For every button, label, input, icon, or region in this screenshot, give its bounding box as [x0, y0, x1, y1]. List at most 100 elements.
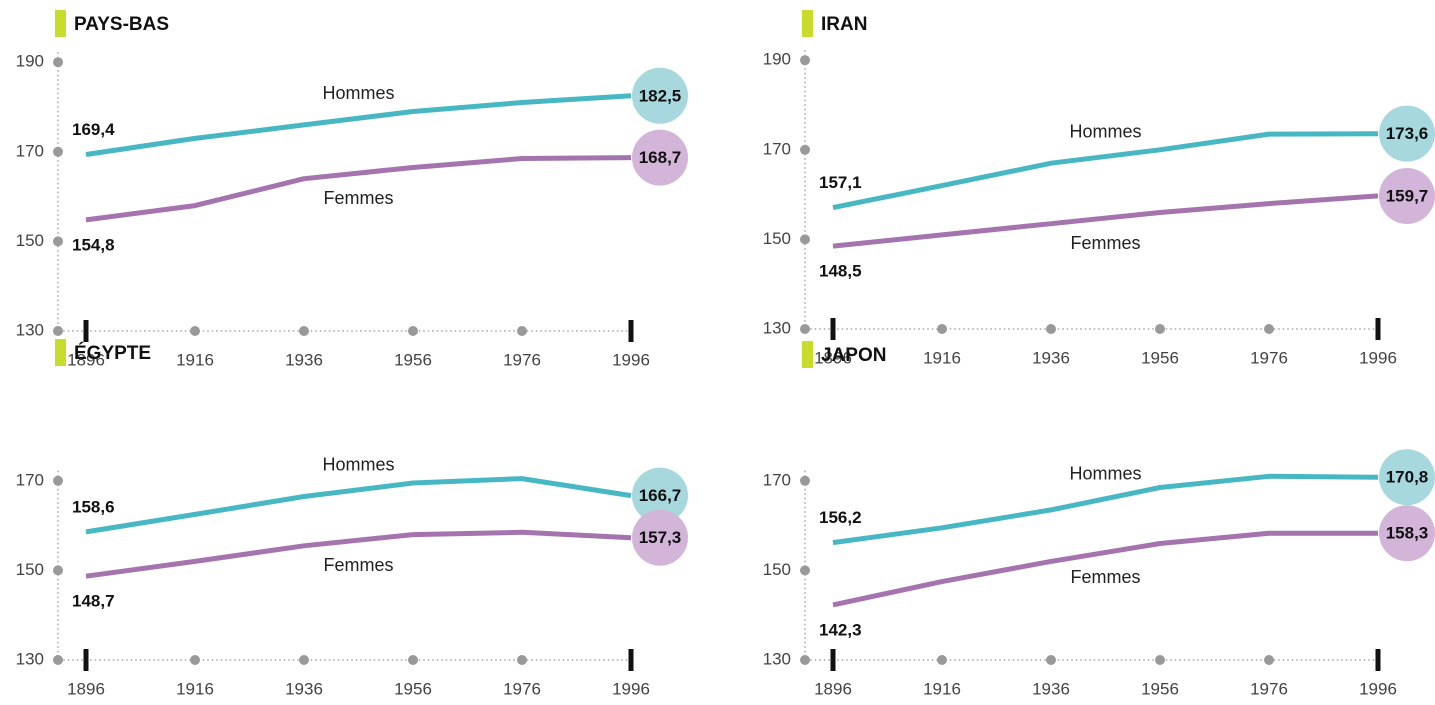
x-tick	[190, 326, 200, 336]
value-label: 182,5	[639, 86, 682, 105]
value-label: 158,6	[72, 497, 115, 516]
x-tick	[937, 655, 947, 665]
series-line	[85, 529, 632, 579]
series-line	[85, 476, 632, 535]
y-tick-label: 150	[16, 231, 44, 250]
series-line	[832, 131, 1379, 211]
y-tick	[800, 475, 810, 486]
x-tick	[830, 318, 836, 340]
x-tick	[628, 320, 634, 342]
value-label: 142,3	[819, 620, 862, 639]
panel-title: JAPON	[821, 345, 886, 366]
y-tick	[53, 236, 63, 247]
y-tick-label: 170	[16, 141, 44, 160]
y-tick	[800, 234, 810, 245]
value-label: 170,8	[1386, 468, 1429, 487]
value-label: 148,5	[819, 262, 862, 281]
x-tick-label: 1936	[285, 350, 323, 369]
x-tick-label: 1936	[285, 679, 323, 698]
x-tick-label: 1956	[1141, 679, 1179, 698]
series-label: Hommes	[1069, 121, 1141, 141]
x-tick-label: 1956	[394, 350, 432, 369]
end-bubble	[632, 129, 688, 186]
end-bubble	[632, 509, 688, 566]
y-tick	[53, 57, 63, 68]
y-tick-label: 130	[763, 318, 791, 337]
y-tick-label: 130	[16, 320, 44, 339]
x-tick-label: 1896	[814, 679, 852, 698]
x-tick-label: 1936	[1032, 679, 1070, 698]
value-label: 166,7	[639, 486, 682, 505]
end-bubble	[632, 467, 688, 524]
x-tick	[408, 326, 418, 336]
x-tick-label: 1976	[503, 679, 541, 698]
series-line	[832, 530, 1378, 608]
y-tick-label: 130	[763, 649, 791, 668]
x-tick	[937, 324, 947, 334]
x-tick	[83, 649, 89, 671]
x-tick	[517, 326, 527, 336]
value-label: 169,4	[72, 120, 115, 139]
x-tick-label: 1916	[923, 679, 961, 698]
y-tick-label: 170	[763, 139, 791, 158]
end-bubble	[1379, 105, 1435, 162]
y-tick	[800, 144, 810, 155]
y-tick	[53, 146, 63, 157]
end-bubble	[1379, 449, 1435, 506]
title-marker	[802, 10, 813, 37]
title-marker	[802, 341, 813, 368]
x-tick	[517, 655, 527, 665]
x-tick-label: 1956	[1141, 348, 1179, 367]
y-tick-label: 150	[16, 560, 44, 579]
value-label: 157,1	[819, 173, 862, 192]
y-tick	[800, 655, 810, 665]
end-bubble	[1379, 505, 1435, 562]
y-tick-label: 170	[16, 470, 44, 489]
x-tick	[1375, 318, 1381, 340]
x-tick-label: 1976	[503, 350, 541, 369]
x-tick-label: 1916	[923, 348, 961, 367]
x-tick-label: 1976	[1250, 679, 1288, 698]
x-tick	[299, 326, 309, 336]
x-tick-label: 1996	[612, 679, 650, 698]
y-tick	[53, 655, 63, 665]
y-tick	[53, 475, 63, 486]
value-label: 154,8	[72, 235, 115, 254]
x-tick-label: 1996	[612, 350, 650, 369]
x-tick	[830, 649, 836, 671]
x-tick-label: 1976	[1250, 348, 1288, 367]
value-label: 156,2	[819, 508, 862, 527]
x-tick	[1155, 655, 1165, 665]
series-label: Femmes	[1070, 233, 1140, 253]
series-label: Hommes	[322, 455, 394, 475]
x-tick-label: 1896	[814, 348, 852, 367]
x-tick-label: 1956	[394, 679, 432, 698]
series-line	[85, 93, 632, 157]
series-line	[85, 155, 632, 223]
x-tick	[1046, 324, 1056, 334]
y-tick-label: 190	[763, 50, 791, 69]
y-tick-label: 190	[16, 52, 44, 71]
value-label: 173,6	[1386, 124, 1429, 143]
series-line	[832, 193, 1379, 249]
series-label: Femmes	[1070, 567, 1140, 587]
x-tick	[1264, 324, 1274, 334]
value-label: 157,3	[639, 528, 682, 547]
series-label: Hommes	[322, 83, 394, 103]
y-tick	[53, 326, 63, 336]
series-label: Femmes	[323, 188, 393, 208]
panel-title: ÉGYPTE	[74, 342, 151, 364]
value-label: 158,3	[1386, 524, 1429, 543]
y-tick-label: 150	[763, 229, 791, 248]
panel-title: IRAN	[821, 14, 867, 35]
y-tick-label: 130	[16, 649, 44, 668]
x-tick	[190, 655, 200, 665]
x-tick	[408, 655, 418, 665]
title-marker	[55, 10, 66, 37]
x-tick-label: 1996	[1359, 679, 1397, 698]
y-tick	[800, 55, 810, 66]
x-tick	[628, 649, 634, 671]
y-tick-label: 150	[763, 560, 791, 579]
x-tick	[299, 655, 309, 665]
